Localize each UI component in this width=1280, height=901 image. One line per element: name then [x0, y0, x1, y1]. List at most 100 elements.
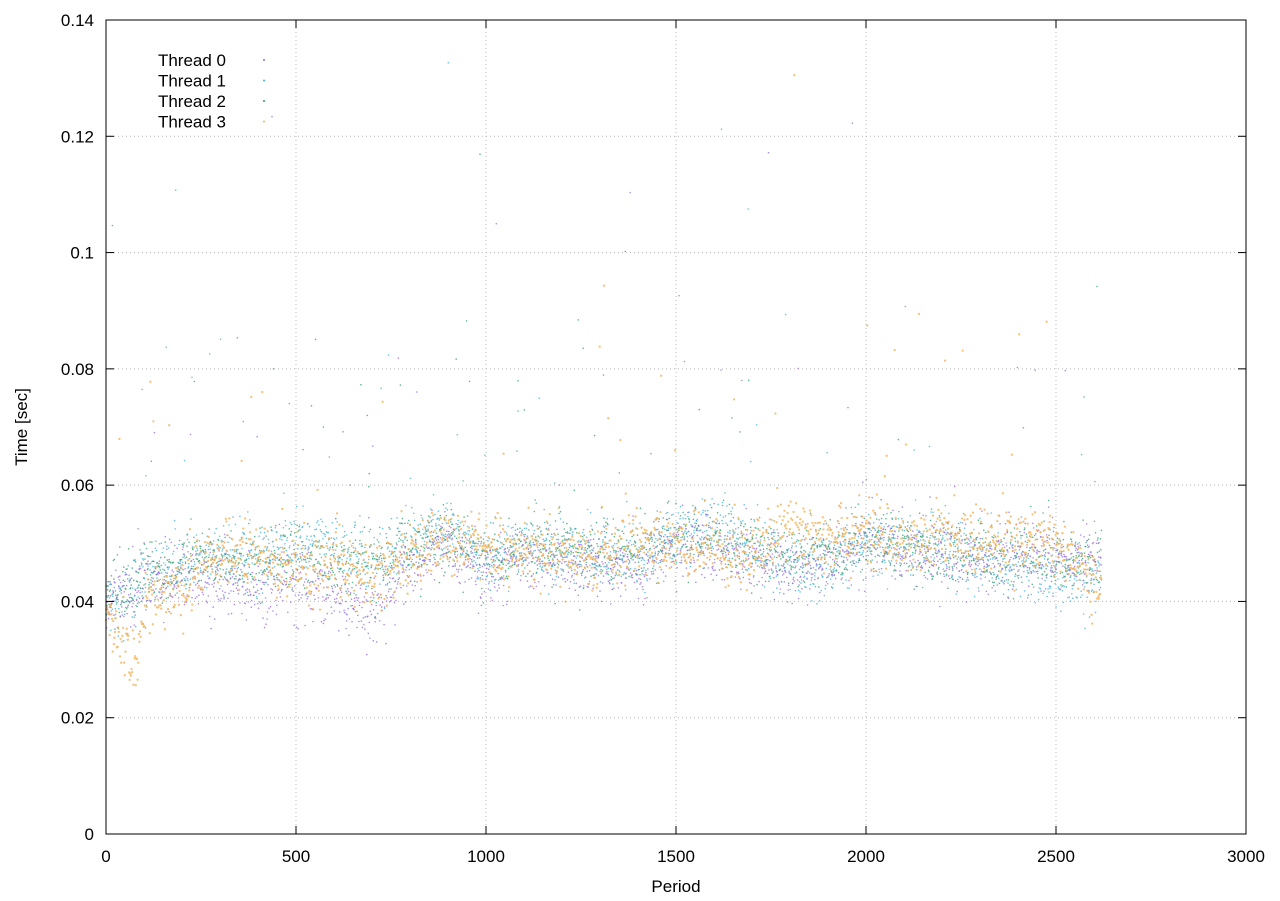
data-point	[193, 566, 195, 568]
data-point	[200, 570, 202, 572]
data-point	[900, 546, 902, 548]
data-point	[444, 553, 446, 555]
data-point	[1001, 555, 1003, 557]
data-point	[164, 569, 166, 571]
data-point	[241, 571, 243, 573]
data-point	[124, 591, 126, 593]
data-point	[537, 568, 539, 570]
data-point	[979, 518, 981, 520]
data-point	[348, 634, 350, 636]
data-point	[682, 536, 684, 538]
data-point	[275, 527, 277, 529]
data-point	[600, 566, 602, 568]
data-point	[488, 568, 490, 570]
data-point	[422, 538, 424, 540]
data-point	[440, 537, 442, 539]
data-point	[128, 594, 130, 596]
data-point	[531, 575, 533, 577]
data-point	[217, 570, 219, 572]
data-point	[1025, 541, 1027, 543]
data-point	[365, 588, 367, 590]
data-point	[372, 445, 374, 447]
data-point	[899, 562, 901, 564]
data-point	[125, 588, 127, 590]
data-point	[242, 563, 244, 565]
data-point	[834, 562, 836, 564]
data-point	[320, 583, 322, 585]
data-point	[570, 545, 572, 547]
data-point	[741, 523, 743, 525]
data-point	[749, 541, 751, 543]
data-point	[743, 504, 745, 506]
data-point	[492, 600, 494, 602]
data-point	[114, 582, 116, 584]
data-point	[227, 554, 229, 556]
data-point	[241, 553, 243, 555]
data-point	[146, 600, 148, 602]
data-point	[474, 526, 476, 528]
data-point	[948, 562, 950, 564]
data-point	[887, 548, 889, 550]
data-point	[977, 550, 979, 552]
data-point	[549, 544, 551, 546]
data-point	[739, 537, 741, 539]
data-point	[325, 618, 327, 620]
data-point	[585, 562, 587, 564]
data-point	[922, 587, 924, 589]
data-point	[323, 620, 325, 622]
data-point	[119, 591, 121, 593]
data-point	[420, 535, 422, 537]
data-point	[1072, 588, 1074, 590]
data-point	[870, 530, 872, 532]
data-point	[784, 532, 786, 534]
data-point	[379, 568, 381, 570]
data-point	[877, 527, 879, 529]
data-point	[286, 550, 288, 552]
data-point	[958, 523, 960, 525]
data-point	[449, 557, 451, 559]
data-point	[828, 540, 830, 542]
data-point	[1073, 584, 1075, 586]
data-point	[680, 548, 682, 550]
data-point	[953, 565, 955, 567]
data-point	[391, 597, 393, 599]
data-point	[852, 541, 854, 543]
data-point	[881, 518, 883, 520]
data-point	[185, 563, 187, 565]
data-point	[638, 547, 640, 549]
data-point	[915, 499, 917, 501]
data-point	[385, 533, 387, 535]
data-point	[996, 550, 998, 552]
data-point	[176, 592, 178, 594]
data-point	[774, 548, 776, 550]
data-point	[177, 571, 179, 573]
data-point	[939, 532, 941, 534]
data-point	[134, 614, 136, 616]
data-point	[291, 559, 293, 561]
data-point	[590, 575, 592, 577]
data-point	[643, 564, 645, 566]
data-point	[851, 564, 853, 566]
data-point	[404, 523, 406, 525]
data-point	[112, 596, 114, 598]
data-point	[401, 557, 403, 559]
data-point	[560, 518, 562, 520]
data-point	[551, 564, 553, 566]
data-point	[320, 529, 322, 531]
data-point	[515, 533, 517, 535]
data-point	[511, 527, 513, 529]
data-point	[1026, 533, 1028, 535]
data-point	[845, 507, 847, 509]
data-point	[1010, 532, 1012, 534]
data-point	[149, 582, 151, 584]
data-point	[428, 525, 430, 527]
data-point	[768, 539, 770, 541]
data-point	[331, 606, 333, 608]
data-point	[303, 584, 305, 586]
data-point	[362, 545, 364, 547]
data-point	[359, 602, 361, 604]
data-point	[359, 553, 361, 555]
data-point	[176, 547, 178, 549]
data-point	[460, 548, 462, 550]
data-point	[318, 561, 320, 563]
